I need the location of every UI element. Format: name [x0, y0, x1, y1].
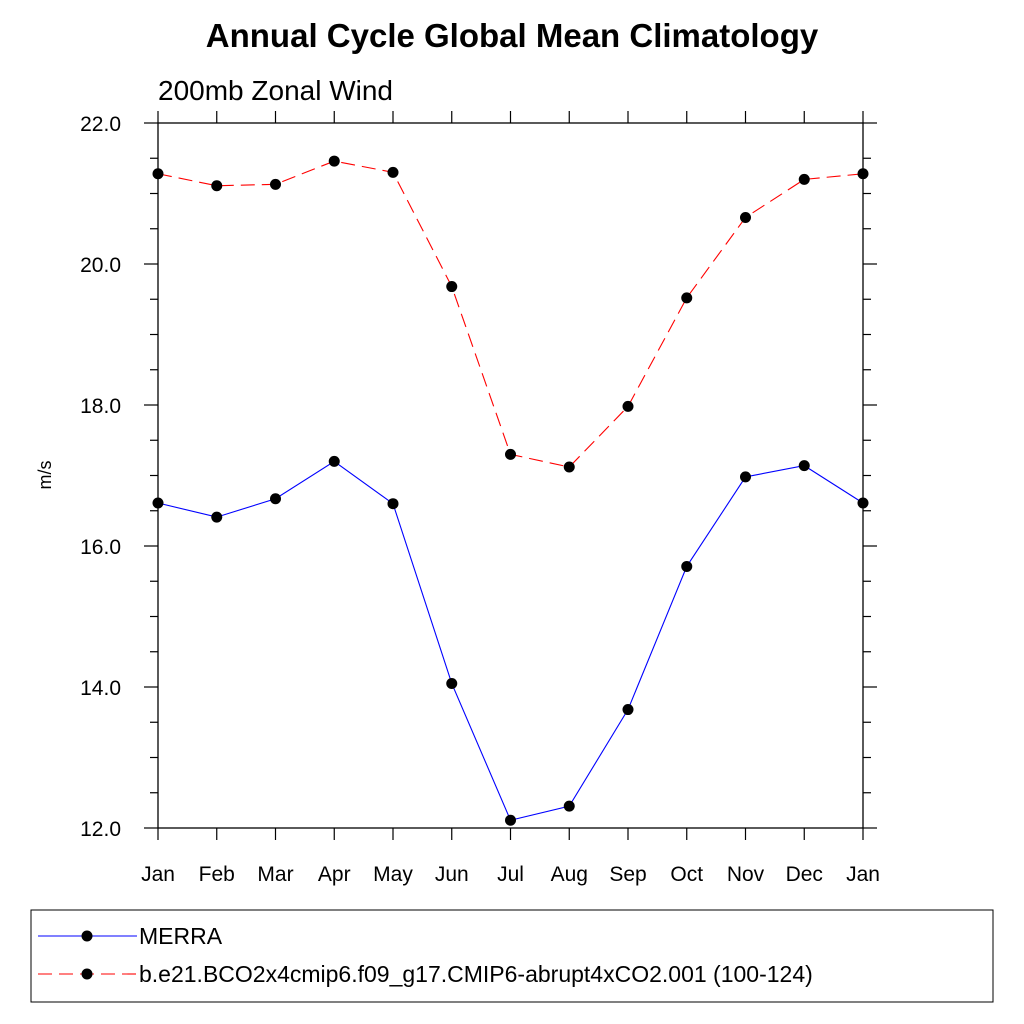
data-point — [446, 677, 458, 689]
chart-subtitle: 200mb Zonal Wind — [158, 75, 393, 106]
data-point — [505, 814, 516, 826]
data-point — [798, 460, 810, 472]
data-point — [740, 211, 751, 223]
y-axis-label: m/s — [35, 461, 55, 490]
data-point — [328, 455, 340, 467]
x-tick-label: Jan — [846, 863, 880, 886]
data-point — [622, 704, 634, 716]
data-point — [270, 178, 281, 190]
series-line — [157, 460, 864, 821]
x-tick-label: Jan — [141, 863, 175, 886]
series-1 — [152, 155, 869, 473]
data-point — [211, 180, 223, 192]
x-tick-label: Oct — [670, 863, 703, 886]
y-tick-label: 16.0 — [80, 536, 121, 559]
series-layer — [152, 155, 869, 826]
data-point — [505, 448, 516, 460]
legend-marker-0 — [81, 930, 93, 942]
legend-box — [30, 909, 994, 1003]
legend-marker-1 — [81, 968, 93, 980]
series-line — [157, 160, 864, 468]
data-point — [563, 461, 575, 473]
x-tick-label: Nov — [727, 863, 765, 886]
plot-frame — [157, 122, 864, 829]
y-tick-label: 14.0 — [80, 677, 121, 700]
x-tick-label: May — [373, 863, 413, 886]
legend-entries: MERRA b.e21.BCO2x4cmip6.f09_g17.CMIP6-abr… — [38, 923, 813, 987]
data-point — [563, 800, 575, 812]
data-point — [622, 400, 634, 412]
ticks-layer: Jan Feb Mar Apr May Jun Jul Aug Sep Oct Nov Dec Jan 1… — [80, 111, 880, 886]
data-point — [681, 292, 693, 304]
legend: MERRA b.e21.BCO2x4cmip6.f09_g17.CMIP6-abr… — [30, 909, 994, 1003]
data-point — [387, 498, 399, 510]
x-tick-label: Jun — [435, 863, 469, 886]
series-0 — [152, 455, 869, 826]
x-tick-label: Sep — [609, 863, 646, 886]
y-tick-label: 22.0 — [80, 113, 121, 136]
y-tick-label: 18.0 — [80, 395, 121, 418]
x-tick-label: Mar — [257, 863, 293, 886]
data-point — [211, 511, 223, 523]
x-tick-label: Apr — [318, 863, 351, 886]
x-tick-label: Aug — [551, 863, 588, 886]
data-point — [446, 281, 458, 293]
data-point — [798, 173, 810, 185]
x-tick-label: Feb — [199, 863, 235, 886]
legend-label-1: b.e21.BCO2x4cmip6.f09_g17.CMIP6-abrupt4x… — [139, 961, 813, 987]
data-point — [328, 155, 340, 167]
x-tick-label: Jul — [497, 863, 524, 886]
data-point — [387, 166, 399, 178]
y-tick-label: 12.0 — [80, 818, 121, 841]
x-tick-label: Dec — [786, 863, 823, 886]
data-point — [270, 493, 281, 505]
y-tick-label: 20.0 — [80, 254, 121, 277]
data-point — [681, 560, 693, 572]
data-point — [740, 471, 751, 483]
chart-title: Annual Cycle Global Mean Climatology — [206, 17, 819, 54]
legend-label-0: MERRA — [139, 923, 223, 949]
